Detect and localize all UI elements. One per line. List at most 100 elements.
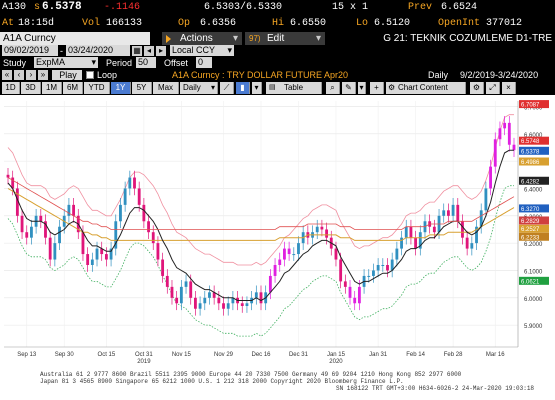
step-forward-icon[interactable]: ›: [26, 70, 36, 80]
candle-body: [222, 303, 225, 309]
crosshair-icon[interactable]: +: [370, 82, 384, 94]
candle-body: [161, 259, 165, 276]
candle-body: [212, 292, 216, 298]
gear-icon: ⚙: [388, 83, 396, 92]
offset-input[interactable]: 0: [196, 57, 212, 68]
candle-body: [334, 248, 338, 260]
x-tick-label: Dec 31: [289, 352, 309, 358]
candle-body: [90, 259, 94, 265]
tab-1m[interactable]: 1M: [42, 82, 62, 94]
edit-menu[interactable]: 97) Edit ▾: [245, 32, 325, 45]
start-date-input[interactable]: 09/02/2019: [2, 45, 58, 56]
copyright-footer: Australia 61 2 9777 8600 Brazil 5511 239…: [0, 370, 555, 400]
time-prefix: At: [2, 18, 15, 29]
security-field[interactable]: A1A Curncy: [0, 32, 150, 45]
candle-body: [353, 297, 357, 304]
date-range-bar: 09/02/2019 - 03/24/2020 ▦ ◂ ▸ Local CCY …: [0, 45, 555, 57]
price-label: 6.4282: [521, 179, 540, 185]
candle-chart-icon[interactable]: ▮: [236, 82, 250, 94]
fast-forward-icon[interactable]: »: [38, 70, 48, 80]
low-price: 6.5120: [374, 18, 411, 29]
tab-3d[interactable]: 3D: [21, 82, 41, 94]
loop-label: Loop: [97, 70, 118, 80]
calendar-icon[interactable]: ▦: [132, 46, 142, 56]
candle-body: [30, 226, 33, 238]
candle-body: [179, 286, 183, 304]
low-label: Lo: [356, 18, 369, 29]
candle-body: [367, 275, 371, 277]
candle-body: [72, 204, 76, 216]
tab-max[interactable]: Max: [153, 82, 179, 94]
settings-icon[interactable]: ⚙: [470, 82, 484, 94]
candle-body: [470, 243, 474, 249]
tab-ytd[interactable]: YTD: [84, 82, 110, 94]
candle-body: [254, 292, 258, 298]
ticker-symbol: A130: [2, 2, 27, 13]
candle-body: [409, 226, 413, 238]
study-select[interactable]: ExpMA ▾: [34, 57, 98, 68]
y-tick-label: 5.9000: [524, 324, 543, 330]
candle-body: [376, 265, 380, 271]
end-date-input[interactable]: 03/24/2020: [66, 45, 130, 56]
play-arrow-icon: [166, 35, 171, 43]
tab-1d[interactable]: 1D: [2, 82, 20, 94]
candle-body: [58, 226, 61, 244]
period-tabs-bar: 1D 3D 1M 6M YTD 1Y 5Y Max Daily ▾ ⟋ ▮ ▾ …: [0, 81, 555, 95]
chevron-down-icon[interactable]: ▾: [358, 82, 366, 94]
actions-menu[interactable]: Actions ▾: [162, 32, 242, 45]
line-chart-icon[interactable]: ⟋: [220, 82, 234, 94]
period-input[interactable]: 50: [136, 57, 156, 68]
chevron-down-icon[interactable]: ▾: [252, 82, 262, 94]
candle-body: [512, 144, 516, 151]
price-label-box: [519, 176, 549, 185]
tab-5y[interactable]: 5Y: [132, 82, 152, 94]
candle-body: [104, 254, 108, 260]
loop-checkbox[interactable]: [86, 71, 94, 79]
fullscreen-icon[interactable]: ⤢: [486, 82, 500, 94]
table-button[interactable]: ▤ Table: [266, 82, 322, 94]
chevron-down-icon: ▾: [315, 33, 321, 44]
candle-body: [142, 204, 146, 222]
candle-body: [109, 248, 113, 260]
candle-body: [475, 226, 478, 244]
date-separator: -: [60, 46, 63, 56]
draw-icon[interactable]: ✎: [342, 82, 356, 94]
candle-body: [348, 286, 352, 298]
chevron-down-icon: ▾: [227, 45, 232, 55]
price-label-box: [519, 204, 549, 213]
oi-label: OpenInt: [438, 18, 481, 29]
candle-body: [67, 204, 71, 216]
x-tick-label: Nov 29: [214, 352, 234, 358]
candle-body: [484, 188, 488, 211]
period-label: Period: [106, 58, 133, 68]
upper-band-line: [7, 114, 514, 266]
zoom-icon[interactable]: ⌕: [326, 82, 340, 94]
candle-body: [489, 166, 492, 189]
prev-range-icon[interactable]: ◂: [144, 46, 154, 56]
close-icon[interactable]: ×: [502, 82, 516, 94]
chart-content-label: Chart Content: [398, 83, 448, 92]
tab-1y[interactable]: 1Y: [111, 82, 131, 94]
price-chart[interactable]: 6.70006.60006.50006.40006.30006.20006.10…: [0, 95, 555, 370]
frequency-select[interactable]: Daily ▾: [180, 82, 218, 94]
play-button[interactable]: Play: [52, 70, 82, 80]
candle-body: [20, 215, 24, 233]
chart-content-button[interactable]: ⚙ Chart Content: [386, 82, 466, 94]
footer-line-2: Japan 81 3 4565 8900 Singapore 65 6212 1…: [40, 378, 404, 385]
candle-body: [44, 221, 47, 238]
currency-select[interactable]: Local CCY ▾: [170, 45, 234, 56]
high-price: 6.6550: [290, 18, 327, 29]
candle-body: [15, 188, 19, 216]
y-tick-label: 6.1000: [524, 269, 543, 275]
chevron-down-icon: ▾: [232, 33, 238, 44]
study-bar: Study ExpMA ▾ Period 50 Offset 0: [0, 57, 555, 69]
high-label: Hi: [272, 18, 285, 29]
candle-body: [203, 297, 207, 304]
candle-body: [507, 122, 511, 145]
tab-6m[interactable]: 6M: [63, 82, 83, 94]
next-range-icon[interactable]: ▸: [156, 46, 166, 56]
step-back-icon[interactable]: ‹: [14, 70, 24, 80]
rewind-icon[interactable]: «: [2, 70, 12, 80]
price-label-box: [519, 276, 549, 285]
y-tick-label: 6.6000: [524, 133, 543, 139]
